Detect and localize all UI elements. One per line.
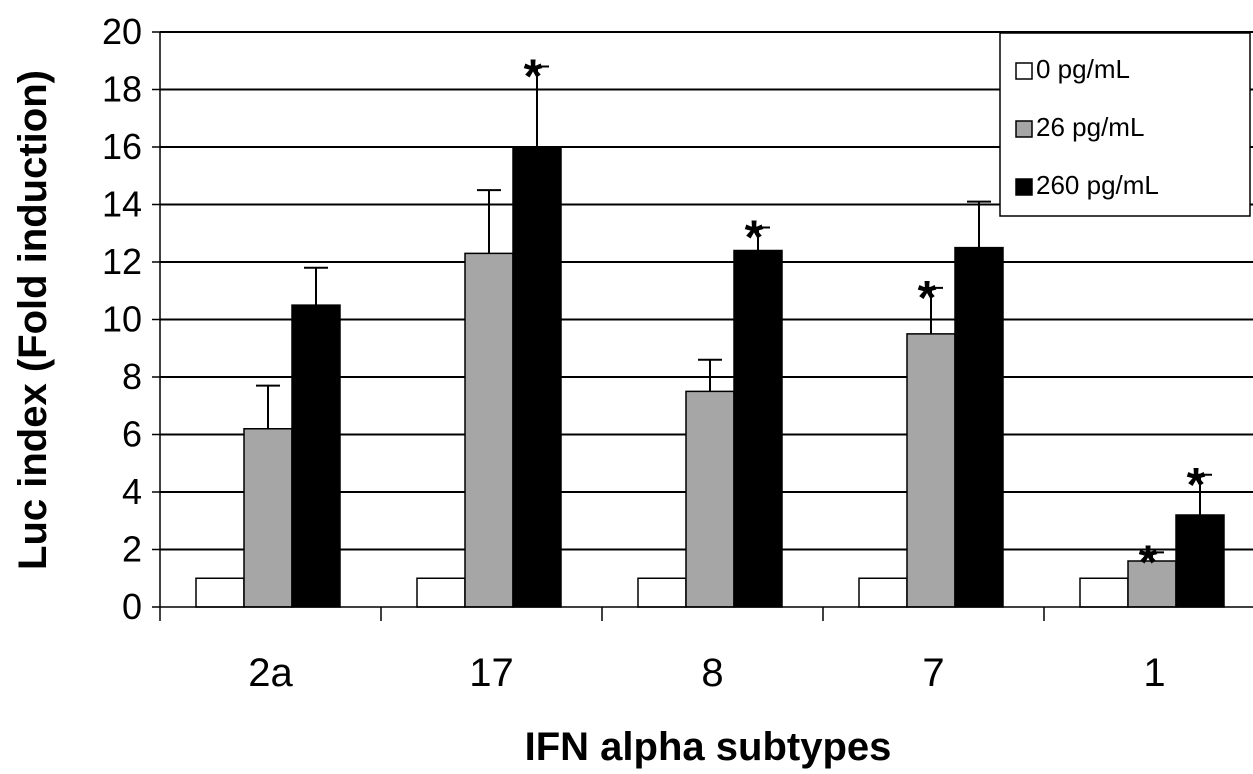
significance-marker: * (524, 51, 543, 104)
bar-26-pg-ml (464, 252, 514, 608)
y-tick-label: 14 (102, 184, 142, 225)
y-tick-label: 12 (102, 241, 142, 282)
legend-label: 260 pg/mL (1036, 170, 1159, 200)
bar-0-pg-ml (1079, 577, 1129, 608)
bar-260-pg-ml (1175, 514, 1225, 608)
y-tick-label: 20 (102, 11, 142, 52)
legend-label: 26 pg/mL (1036, 112, 1144, 142)
y-axis-title: Luc index (Fold induction) (11, 70, 55, 570)
labels: 0 2 4 6 8 10 12 14 16 18 20 2a * 17 * 8 * 7 * * 1 IFN alpha s… (11, 11, 1206, 769)
error-bars (256, 65, 1212, 561)
bar-0-pg-ml (416, 577, 466, 608)
legend-box (999, 32, 1251, 217)
legend-swatch (1015, 120, 1033, 138)
bar-26-pg-ml (243, 428, 293, 608)
bar-260-pg-ml (954, 246, 1004, 608)
bar-0-pg-ml (195, 577, 245, 608)
bar-260-pg-ml (291, 304, 341, 608)
y-tick-label: 8 (122, 356, 142, 397)
bar-260-pg-ml (733, 249, 783, 608)
y-tick-label: 18 (102, 69, 142, 110)
x-tick-label: 8 (701, 651, 723, 695)
y-tick-label: 16 (102, 126, 142, 167)
legend-swatch (1015, 62, 1033, 80)
y-tick-label: 6 (122, 414, 142, 455)
bar-0-pg-ml (637, 577, 687, 608)
x-tick-label: 2a (248, 651, 293, 695)
significance-marker: * (1139, 536, 1158, 589)
legend-swatch (1015, 178, 1033, 196)
significance-marker: * (1187, 459, 1206, 512)
axes (152, 31, 1253, 621)
significance-marker: * (745, 212, 764, 265)
x-tick-label: 17 (469, 651, 514, 695)
x-tick-label: 1 (1143, 651, 1165, 695)
legend: 0 pg/mL 26 pg/mL 260 pg/mL (999, 32, 1251, 217)
significance-marker: * (918, 272, 937, 325)
x-axis-title: IFN alpha subtypes (525, 725, 892, 769)
grid (160, 31, 1253, 551)
bar-0-pg-ml (858, 577, 908, 608)
y-tick-label: 4 (122, 471, 142, 512)
bar-260-pg-ml (512, 146, 562, 608)
legend-label: 0 pg/mL (1036, 54, 1130, 84)
bar-26-pg-ml (906, 333, 956, 608)
y-tick-label: 0 (122, 586, 142, 627)
bar-26-pg-ml (685, 390, 735, 608)
y-tick-label: 2 (122, 529, 142, 570)
y-tick-label: 10 (102, 299, 142, 340)
x-tick-label: 7 (922, 651, 944, 695)
